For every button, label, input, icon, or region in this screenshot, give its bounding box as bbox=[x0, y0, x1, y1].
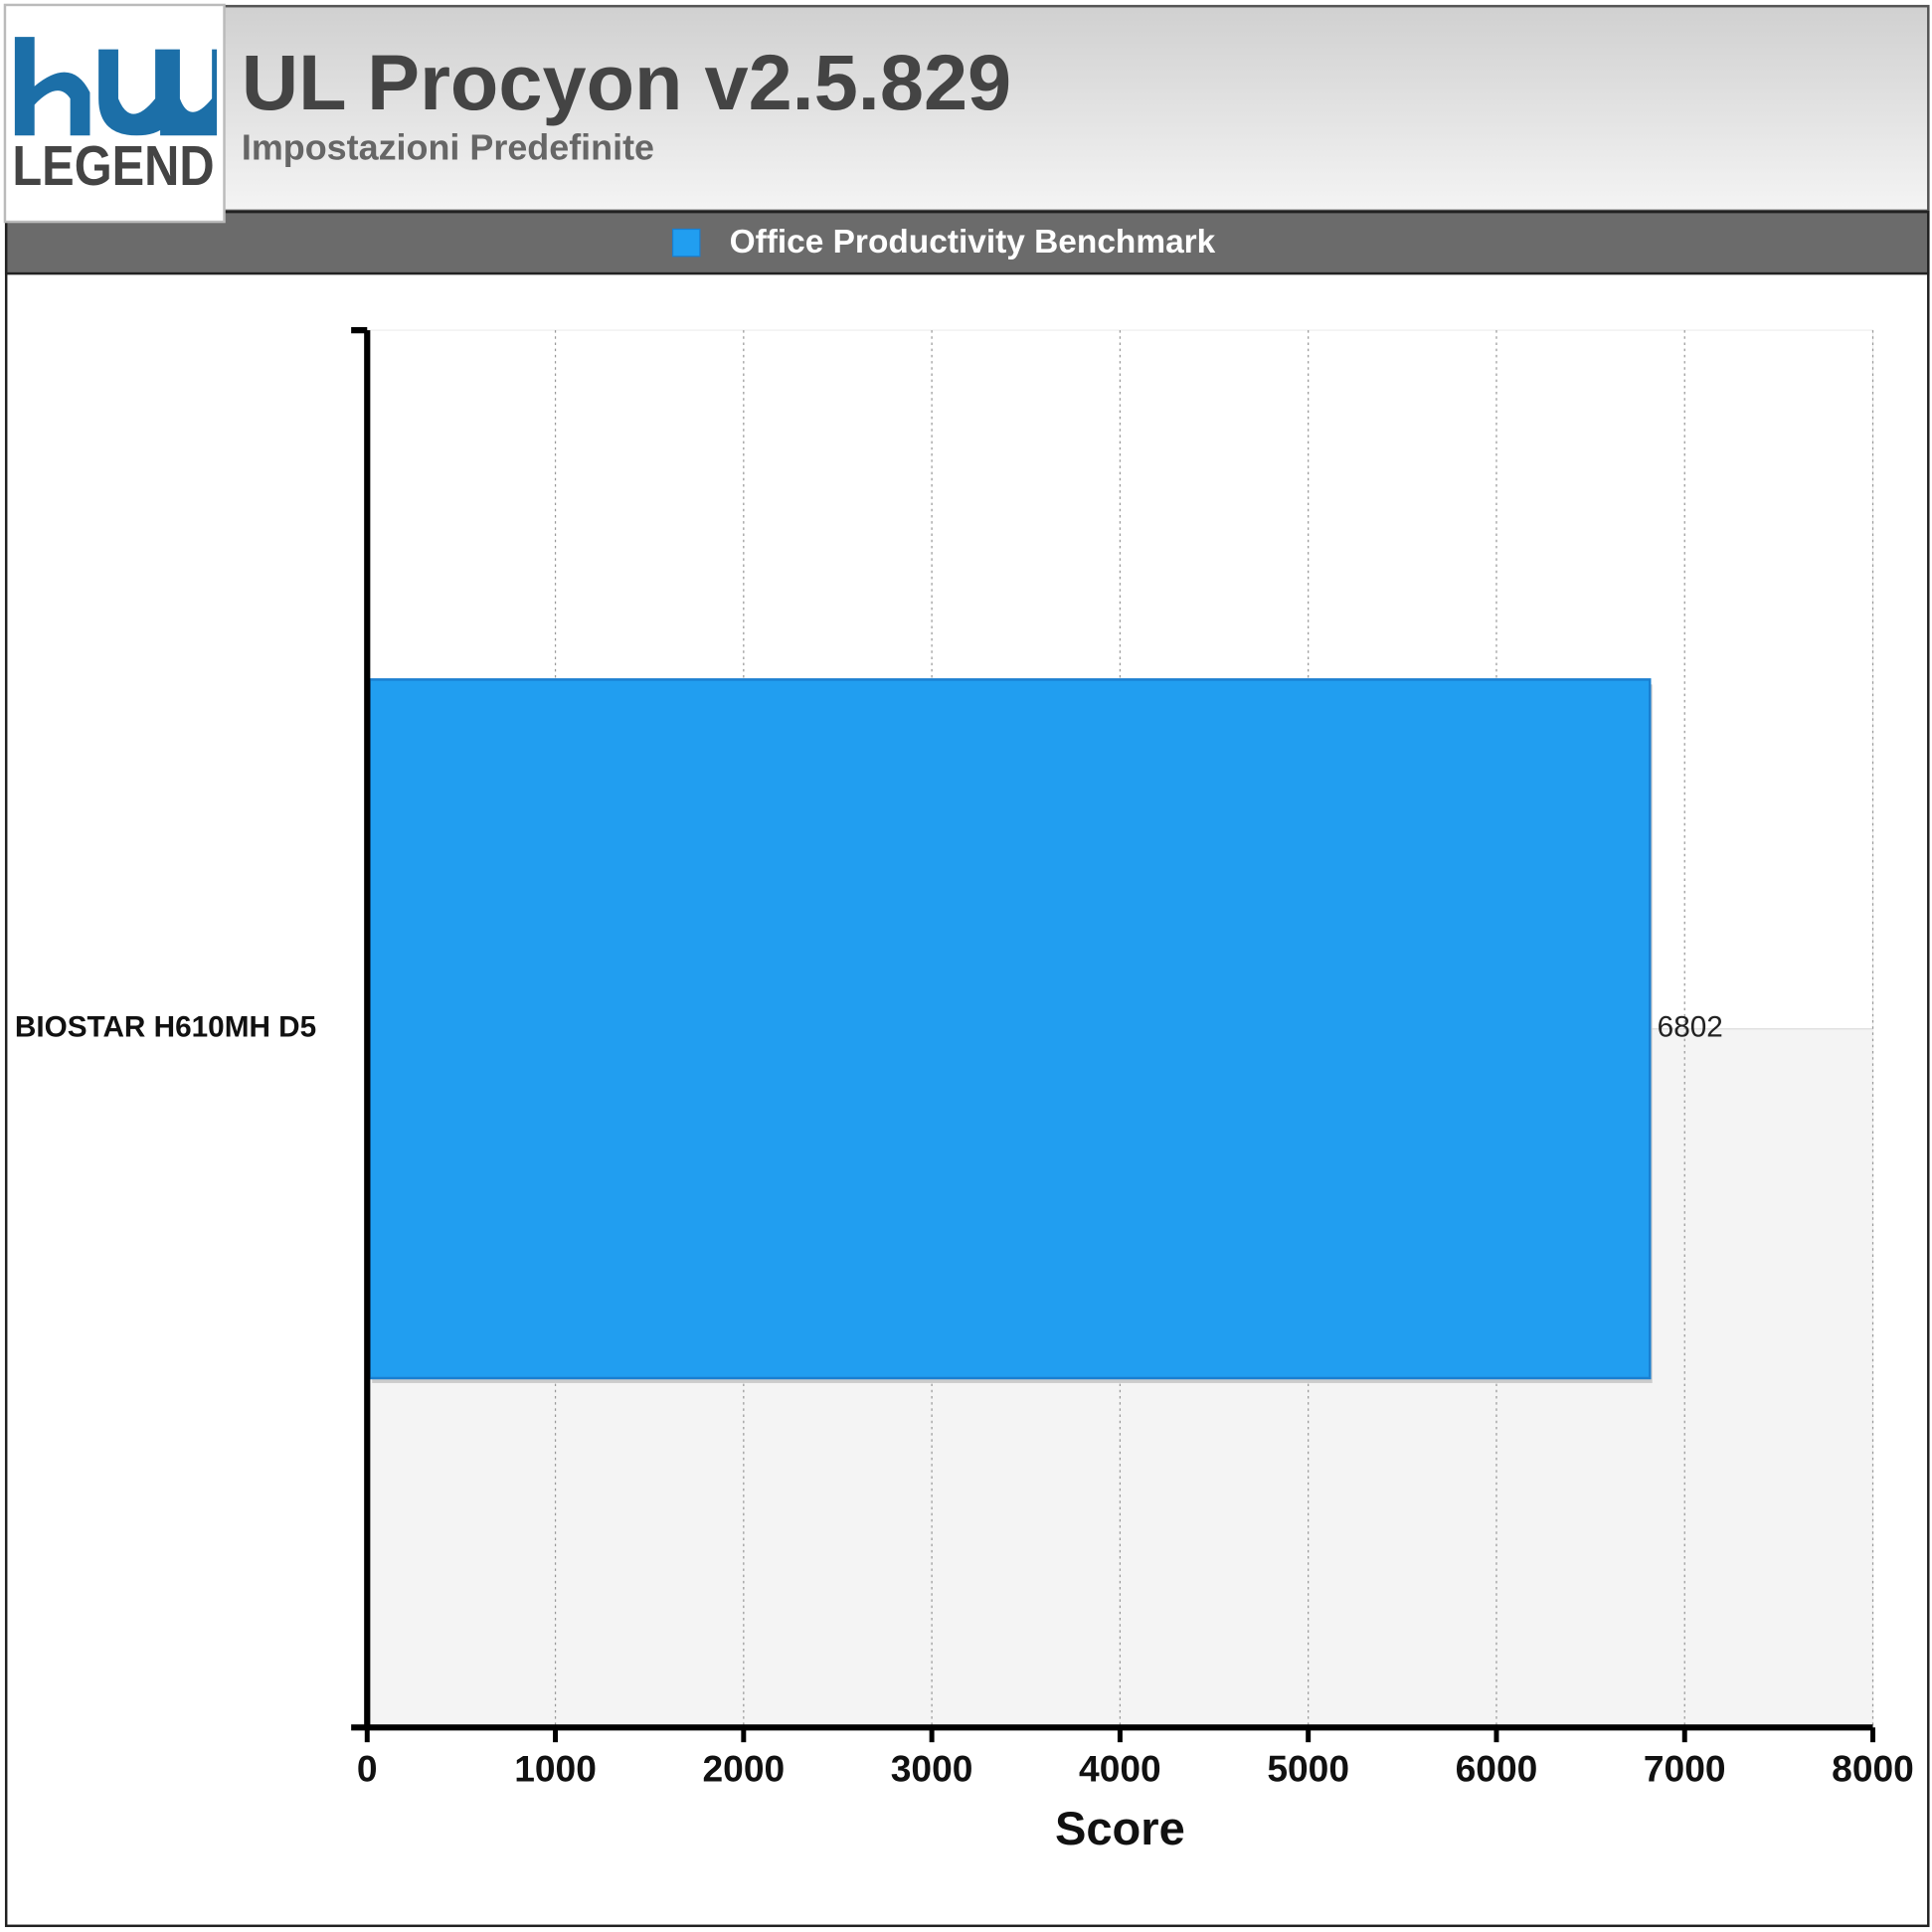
x-tick-label: 6000 bbox=[1456, 1748, 1538, 1790]
y-tick-label: BIOSTAR H610MH D5 bbox=[15, 1011, 316, 1044]
x-tick-label: 1000 bbox=[514, 1748, 597, 1790]
chart-title: UL Procyon v2.5.829 bbox=[242, 38, 1011, 126]
x-tick-label: 8000 bbox=[1832, 1748, 1914, 1790]
x-tick-label: 2000 bbox=[702, 1748, 785, 1790]
legend-label: Office Productivity Benchmark bbox=[730, 224, 1216, 261]
x-tick-label: 3000 bbox=[891, 1748, 973, 1790]
logo-mark bbox=[14, 37, 218, 136]
logo-text: LEGEND bbox=[12, 134, 214, 198]
bar bbox=[368, 678, 1652, 1380]
x-tick-label: 5000 bbox=[1267, 1748, 1349, 1790]
x-axis-label: Score bbox=[1055, 1802, 1185, 1854]
legend-bar bbox=[4, 210, 1930, 275]
header bbox=[4, 4, 1930, 213]
x-tick-label: 0 bbox=[357, 1748, 378, 1790]
x-tick-label: 4000 bbox=[1079, 1748, 1161, 1790]
legend-swatch bbox=[671, 228, 701, 258]
logo: LEGEND bbox=[3, 3, 226, 224]
value-label: 6802 bbox=[1658, 1011, 1723, 1044]
chart-subtitle: Impostazioni Predefinite bbox=[242, 127, 654, 168]
x-tick-label: 7000 bbox=[1644, 1748, 1726, 1790]
